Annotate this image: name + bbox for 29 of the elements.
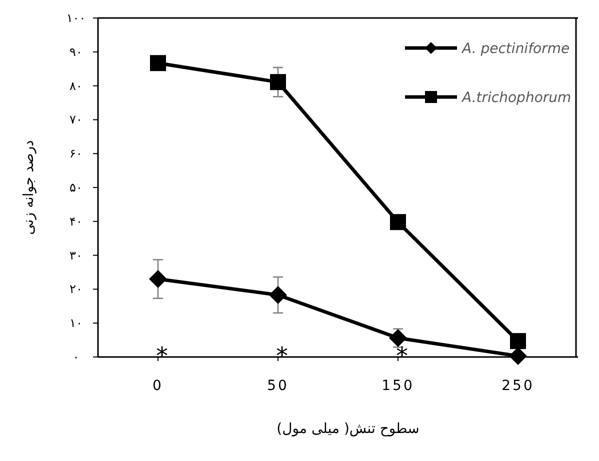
y-tick-label: ۵۰ (70, 180, 82, 194)
y-axis-title: درصد جوانه زنی (21, 140, 37, 235)
annotation: * (156, 342, 168, 370)
y-tick-label: ۱۰۰ (66, 11, 86, 25)
x-tick-label: 150 (382, 378, 414, 394)
legend-label: A. pectiniforme (461, 41, 570, 57)
point (390, 214, 406, 230)
x-tick-label: 50 (267, 378, 289, 394)
legend-label: A.trichophorum (461, 90, 572, 106)
y-tick-label: ۰ (72, 350, 80, 364)
x-tick-label: 250 (502, 378, 534, 394)
x-tick-label: 0 (152, 378, 164, 394)
y-tick-label: ۴۰ (70, 214, 82, 228)
y-tick-label: ۳۰ (70, 248, 82, 262)
annotation: * (276, 342, 288, 370)
point (150, 55, 166, 72)
y-tick-label: ۷۰ (70, 112, 82, 127)
y-tick-label: ۹۰ (70, 44, 82, 59)
y-tick-label: ۲۰ (70, 282, 82, 296)
point (270, 74, 286, 90)
y-tick-label: ۸۰ (70, 78, 82, 93)
y-tick-label: ۱۰ (70, 316, 82, 330)
point (389, 329, 407, 348)
point (510, 333, 526, 350)
x-axis-title: سطوح تنش( میلی مول) (276, 421, 420, 437)
point (269, 286, 287, 304)
y-tick-label: ۶۰ (70, 146, 82, 161)
point (149, 270, 167, 288)
annotation: * (396, 342, 408, 370)
